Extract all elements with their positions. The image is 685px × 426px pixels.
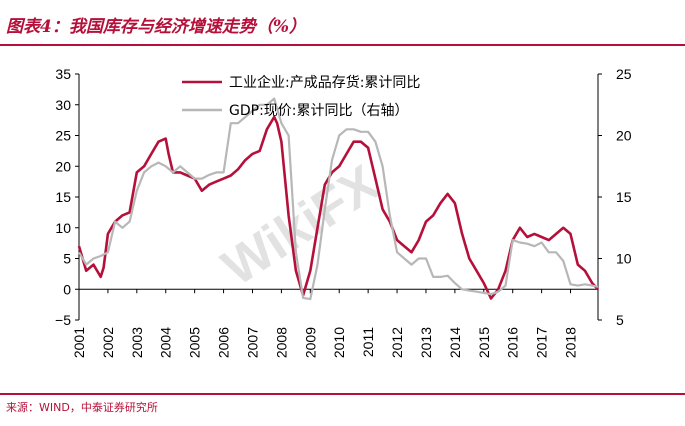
x-tick-label: 2011 [360, 327, 376, 357]
right-tick-label: 25 [616, 66, 632, 82]
title-bar [0, 0, 685, 46]
x-tick-label: 2017 [534, 327, 550, 358]
source-divider [0, 393, 685, 395]
x-tick-label: 2015 [476, 327, 492, 358]
series-gdp-line [78, 97, 599, 301]
x-tick-label: 2016 [505, 327, 521, 358]
left-tick-label: 15 [55, 189, 71, 205]
watermark-text: WikiFX [212, 154, 389, 297]
x-tick-label: 2001 [71, 327, 87, 358]
x-tick-label: 2008 [273, 327, 289, 358]
x-tick-label: 2014 [447, 327, 463, 358]
x-tick-label: 2010 [331, 327, 347, 358]
right-tick-label: 10 [616, 251, 632, 267]
source-note: 来源：WIND，中泰证券研究所 [6, 401, 158, 414]
x-tick-label: 2006 [216, 327, 232, 358]
x-tick-label: 2002 [100, 327, 116, 358]
left-tick-label: 20 [55, 158, 71, 174]
left-tick-label: −5 [55, 312, 71, 328]
right-tick-label: 5 [616, 312, 624, 328]
left-tick-label: 10 [55, 220, 71, 236]
x-tick-label: 2009 [302, 327, 318, 358]
right-tick-label: 20 [616, 128, 632, 144]
figure-title: 图表4：我国库存与经济增速走势（%） [6, 17, 306, 37]
x-tick-label: 2003 [129, 327, 145, 358]
left-tick-label: 35 [55, 66, 71, 82]
legend-label-inventory: 工业企业:产成品存货:累计同比 [229, 74, 420, 91]
x-tick-label: 2007 [244, 327, 260, 358]
x-tick-label: 2004 [158, 327, 174, 358]
left-tick-label: 30 [55, 97, 71, 113]
x-tick-label: 2005 [187, 327, 203, 358]
x-tick-label: 2012 [389, 327, 405, 358]
legend-label-gdp: GDP:现价:累计同比（右轴） [229, 103, 409, 119]
x-tick-label: 2013 [418, 327, 434, 358]
left-tick-label: 25 [55, 128, 71, 144]
x-tick-label: 2018 [563, 327, 579, 358]
left-tick-label: 0 [63, 281, 71, 297]
left-tick-label: 5 [63, 251, 71, 267]
right-tick-label: 15 [616, 189, 632, 205]
